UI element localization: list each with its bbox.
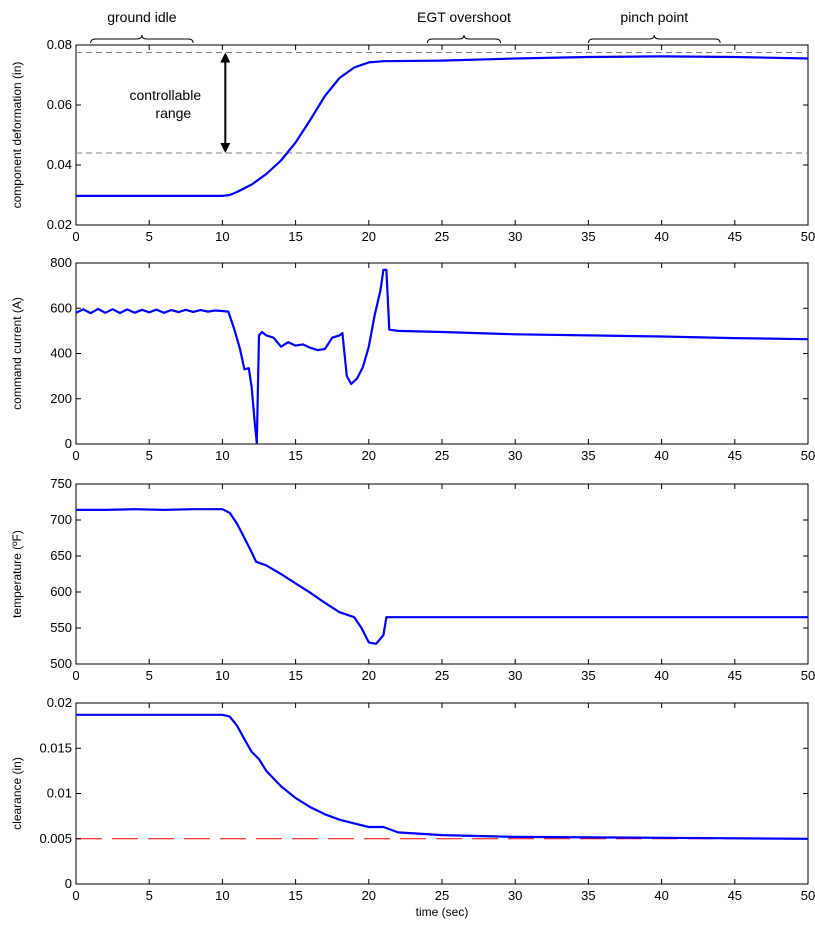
y-tick-label: 0.02 — [47, 217, 72, 232]
x-tick-label: 20 — [362, 888, 376, 903]
y-tick-label: 0.08 — [47, 37, 72, 52]
y-tick-label: 0.02 — [47, 695, 72, 710]
plot-frame — [75, 262, 809, 445]
x-tick-label: 10 — [215, 668, 229, 683]
series-line — [76, 713, 809, 840]
series-line — [76, 508, 808, 645]
x-tick-label: 50 — [801, 668, 815, 683]
annotation-label: ground idle — [107, 9, 176, 25]
y-tick-label: 500 — [50, 656, 72, 671]
x-tick-label: 15 — [288, 229, 302, 244]
y-tick-label: 0.06 — [47, 97, 72, 112]
series-line — [76, 55, 809, 197]
y-tick-label: 800 — [50, 255, 72, 270]
x-tick-label: 15 — [288, 448, 302, 463]
x-tick-label: 0 — [72, 668, 79, 683]
x-tick-label: 45 — [728, 229, 742, 244]
x-axis-label: time (sec) — [416, 905, 469, 919]
chart-panel-4: 0 5 10 15 20 25 30 35 40 45 50 0 0.005 0.01 0.015 0.02 c… — [10, 695, 815, 919]
x-tick-label: 0 — [72, 448, 79, 463]
y-tick-label: 750 — [50, 476, 72, 491]
annotation-label: pinch point — [620, 9, 688, 25]
x-tick-label: 5 — [146, 229, 153, 244]
x-tick-label: 45 — [728, 668, 742, 683]
figure-panels: 0 5 10 15 20 25 30 35 40 45 500.020.040.060.08comp… — [10, 9, 815, 919]
x-tick-label: 20 — [362, 229, 376, 244]
x-tick-label: 50 — [801, 229, 815, 244]
x-tick-label: 20 — [362, 448, 376, 463]
x-tick-label: 50 — [801, 448, 815, 463]
x-tick-label: 5 — [146, 668, 153, 683]
x-tick-label: 40 — [654, 448, 668, 463]
x-tick-label: 40 — [654, 668, 668, 683]
x-tick-label: 35 — [581, 888, 595, 903]
annotation-label: controllable — [130, 87, 202, 103]
y-tick-label: 0.005 — [39, 831, 72, 846]
x-tick-label: 0 — [72, 888, 79, 903]
y-tick-label: 400 — [50, 346, 72, 361]
annotation-label: EGT overshoot — [417, 9, 511, 25]
x-tick-label: 25 — [435, 668, 449, 683]
y-tick-label: 0.04 — [47, 157, 72, 172]
series-line — [75, 268, 809, 444]
x-tick-label: 25 — [435, 229, 449, 244]
annotation-arrow-head — [220, 52, 231, 63]
chart-panel-2: 0 5 10 15 20 25 30 35 40 45 50 0 200 400 600 800 command… — [10, 255, 815, 463]
annotation-brace — [426, 34, 502, 44]
x-tick-label: 40 — [654, 888, 668, 903]
x-tick-label: 15 — [288, 888, 302, 903]
x-tick-label: 0 — [72, 229, 79, 244]
x-tick-label: 45 — [728, 448, 742, 463]
x-tick-label: 30 — [508, 888, 522, 903]
x-tick-label: 10 — [215, 229, 229, 244]
x-tick-label: 50 — [801, 888, 815, 903]
x-tick-label: 35 — [581, 229, 595, 244]
x-tick-label: 10 — [215, 448, 229, 463]
y-tick-label: 600 — [50, 300, 72, 315]
y-tick-label: 0.01 — [47, 786, 72, 801]
x-tick-label: 5 — [146, 888, 153, 903]
y-axis-label: clearance (in) — [10, 757, 24, 830]
annotation-label: range — [155, 105, 191, 121]
x-tick-label: 5 — [146, 448, 153, 463]
annotation-brace — [587, 34, 721, 44]
chart-panel-1: 0 5 10 15 20 25 30 35 40 45 50 0.02 0.04 0.06 0.08 comp… — [10, 9, 815, 244]
y-tick-label: 550 — [50, 620, 72, 635]
x-tick-label: 30 — [508, 668, 522, 683]
plot-frame — [75, 702, 809, 885]
x-tick-label: 35 — [581, 668, 595, 683]
x-tick-label: 25 — [435, 888, 449, 903]
y-tick-label: 0.015 — [39, 740, 72, 755]
y-tick-label: 200 — [50, 391, 72, 406]
x-tick-label: 25 — [435, 448, 449, 463]
y-axis-label: component deformation (in) — [10, 62, 24, 209]
x-tick-label: 30 — [508, 448, 522, 463]
x-tick-label: 15 — [288, 668, 302, 683]
x-tick-label: 40 — [654, 229, 668, 244]
y-tick-label: 600 — [50, 584, 72, 599]
y-axis-label: temperature (ºF) — [10, 530, 24, 618]
y-axis-label: command current (A) — [10, 297, 24, 410]
annotation-arrow-head — [220, 143, 231, 153]
x-tick-label: 30 — [508, 229, 522, 244]
y-tick-label: 0 — [65, 436, 72, 451]
x-tick-label: 10 — [215, 888, 229, 903]
y-tick-label: 650 — [50, 548, 72, 563]
y-tick-label: 0 — [65, 876, 72, 891]
plot-frame — [75, 483, 809, 665]
x-tick-label: 45 — [728, 888, 742, 903]
plot-frame — [75, 44, 809, 226]
y-tick-label: 700 — [50, 512, 72, 527]
annotation-brace — [90, 34, 194, 44]
x-tick-label: 20 — [362, 668, 376, 683]
chart-panel-3: 0 5 10 15 20 25 30 35 40 45 50 500 550 600 650 700 750 te… — [10, 476, 815, 683]
x-tick-label: 35 — [581, 448, 595, 463]
